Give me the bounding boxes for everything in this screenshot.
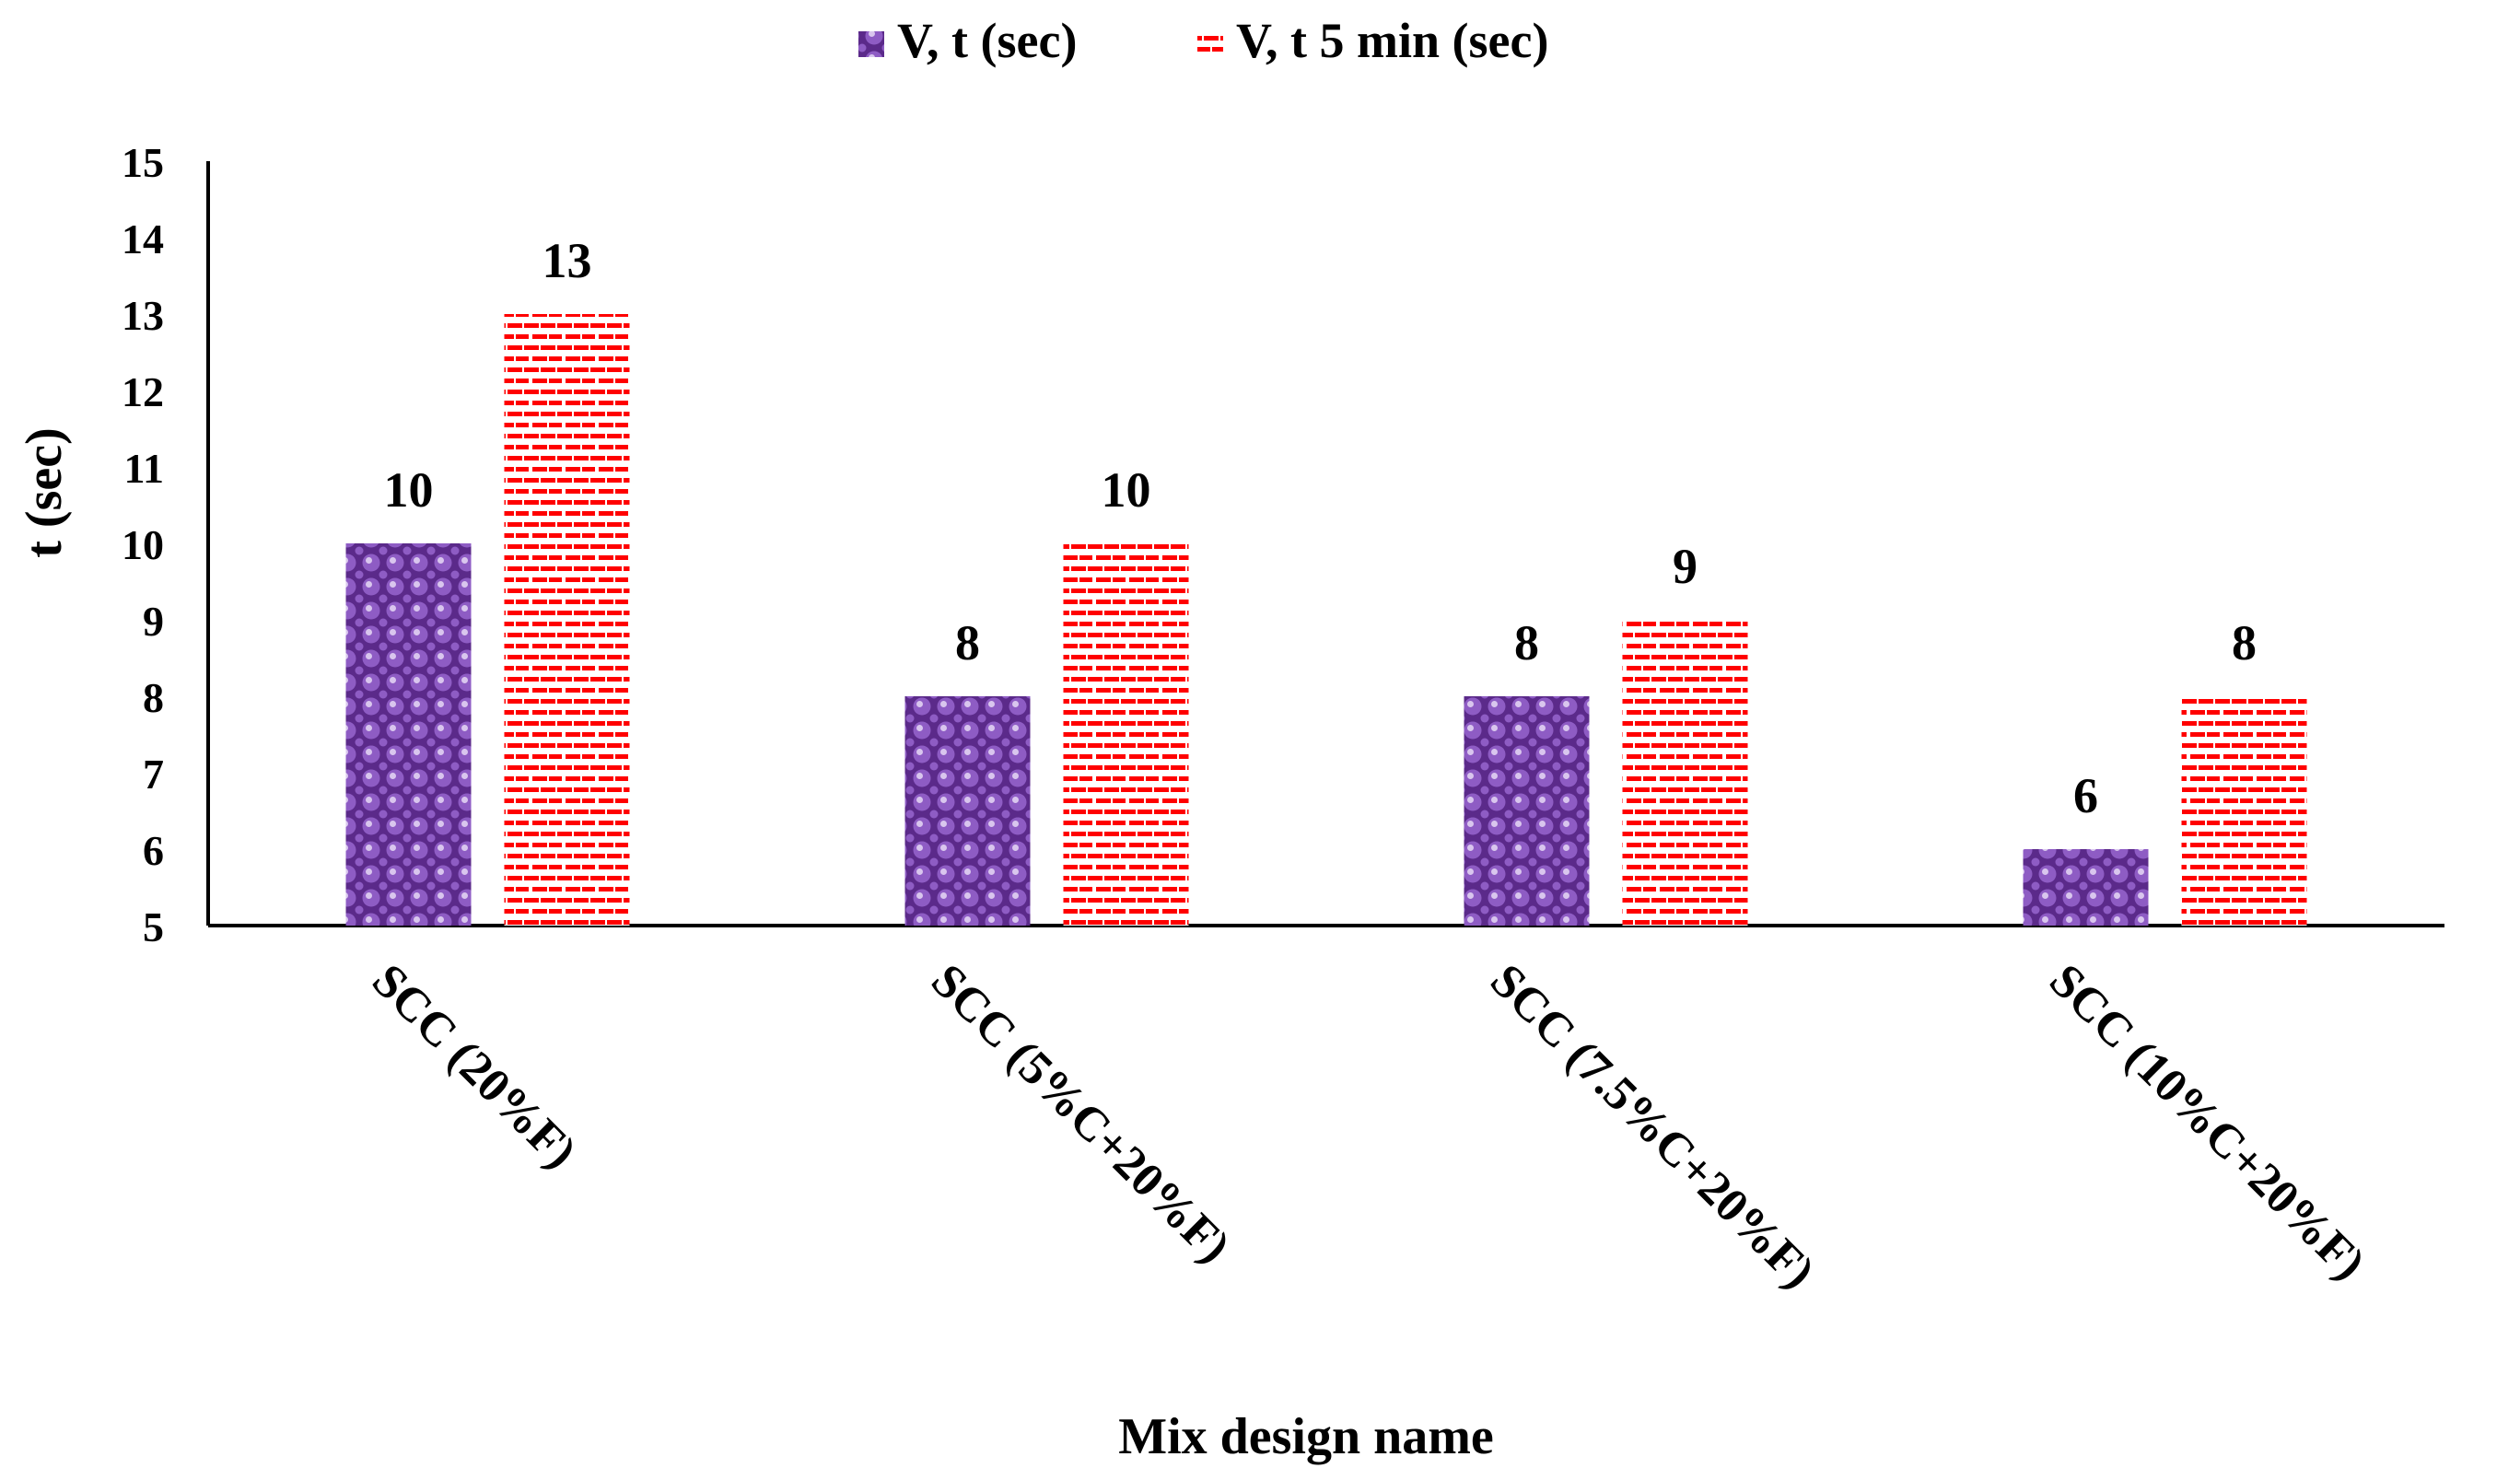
x-axis-title: Mix design name (1118, 1408, 1494, 1465)
data-labels: 10 13 8 10 8 9 6 8 (384, 233, 2258, 823)
y-tick-label: 8 (143, 674, 164, 721)
data-label-series-2-4: 8 (2232, 615, 2257, 670)
data-label-series-1-1: 10 (384, 462, 434, 518)
y-axis-title: t (sec) (16, 427, 73, 557)
y-tick-label: 15 (122, 139, 164, 186)
legend-item-series-2[interactable]: V, t 5 min (sec) (1197, 13, 1548, 68)
legend-item-series-1[interactable]: V, t (sec) (858, 13, 1077, 68)
x-tick-label: SCC (20%F) (362, 954, 587, 1179)
legend-swatch-series-1 (858, 31, 884, 57)
data-label-series-2-3: 9 (1673, 539, 1698, 594)
bar-series-2-3[interactable] (1622, 620, 1748, 926)
bar-series-1-4[interactable] (2023, 849, 2149, 926)
data-label-series-1-3: 8 (1514, 615, 1539, 670)
y-tick-labels: 5 6 7 8 9 10 11 12 13 14 15 (122, 139, 164, 950)
y-tick-label: 11 (124, 445, 164, 492)
bar-series-1-3[interactable] (1464, 696, 1590, 926)
legend: V, t (sec) V, t 5 min (sec) (858, 13, 1548, 68)
y-tick-label: 7 (143, 751, 164, 798)
data-label-series-2-1: 13 (542, 233, 592, 288)
x-tick-labels: SCC (20%F) SCC (5%C+20%F) SCC (7.5%C+20%F)… (362, 954, 2375, 1299)
y-tick-label: 10 (122, 521, 164, 568)
y-tick-label: 6 (143, 827, 164, 874)
legend-label-series-1: V, t (sec) (897, 13, 1077, 68)
legend-label-series-2: V, t 5 min (sec) (1236, 13, 1548, 68)
legend-swatch-series-2 (1197, 31, 1223, 57)
bars (345, 314, 2307, 926)
data-label-series-2-2: 10 (1102, 462, 1151, 518)
x-tick-label: SCC (7.5%C+20%F) (1480, 954, 1825, 1299)
x-tick-label: SCC (5%C+20%F) (921, 954, 1240, 1273)
y-tick-label: 9 (143, 598, 164, 645)
y-tick-label: 14 (122, 216, 164, 262)
bar-series-1-1[interactable] (345, 543, 472, 926)
y-tick-label: 12 (122, 368, 164, 415)
bar-series-2-4[interactable] (2181, 696, 2307, 926)
bar-series-1-2[interactable] (904, 696, 1031, 926)
data-label-series-1-2: 8 (955, 615, 980, 670)
x-tick-label: SCC (10%C+20%F) (2039, 954, 2375, 1290)
bar-series-2-1[interactable] (504, 314, 630, 926)
y-tick-label: 13 (122, 292, 164, 339)
data-label-series-1-4: 6 (2073, 768, 2098, 823)
y-tick-label: 5 (143, 903, 164, 950)
bar-series-2-2[interactable] (1063, 543, 1189, 926)
